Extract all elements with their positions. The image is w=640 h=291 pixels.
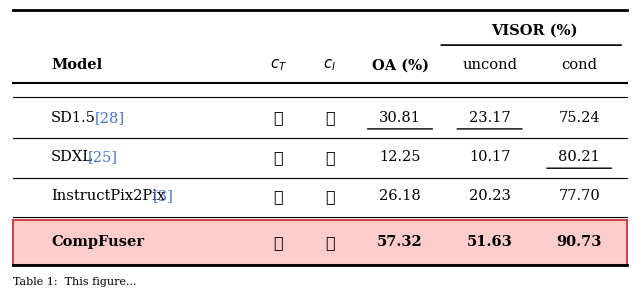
Text: $c_I$: $c_I$ xyxy=(323,58,336,73)
Text: 80.21: 80.21 xyxy=(558,150,600,164)
Text: 77.70: 77.70 xyxy=(558,189,600,203)
Text: CompFuser: CompFuser xyxy=(51,235,145,249)
Text: 10.17: 10.17 xyxy=(469,150,510,164)
Text: 20.23: 20.23 xyxy=(468,189,511,203)
Text: 26.18: 26.18 xyxy=(379,189,421,203)
Text: ✓: ✓ xyxy=(273,234,284,251)
Text: OA (%): OA (%) xyxy=(371,58,429,72)
Text: 75.24: 75.24 xyxy=(558,111,600,125)
Text: $c_T$: $c_T$ xyxy=(270,58,287,73)
Text: [3]: [3] xyxy=(152,189,173,203)
Text: InstructPix2Pix: InstructPix2Pix xyxy=(51,189,165,203)
Text: cond: cond xyxy=(561,58,597,72)
Text: ✓: ✓ xyxy=(324,188,335,205)
Text: ✓: ✓ xyxy=(324,149,335,166)
Text: uncond: uncond xyxy=(462,58,517,72)
Text: 57.32: 57.32 xyxy=(377,235,423,249)
Text: ✓: ✓ xyxy=(273,109,284,126)
Text: 90.73: 90.73 xyxy=(557,235,602,249)
Text: ✓: ✓ xyxy=(324,109,335,126)
Text: Table 1:  This figure...: Table 1: This figure... xyxy=(13,277,136,287)
Text: 30.81: 30.81 xyxy=(379,111,421,125)
FancyBboxPatch shape xyxy=(13,220,627,265)
Text: ✓: ✓ xyxy=(324,234,335,251)
Text: SD1.5: SD1.5 xyxy=(51,111,96,125)
Text: 23.17: 23.17 xyxy=(468,111,511,125)
Text: SDXL: SDXL xyxy=(51,150,93,164)
Text: [28]: [28] xyxy=(95,111,125,125)
Text: ✓: ✓ xyxy=(273,149,284,166)
Text: 12.25: 12.25 xyxy=(380,150,420,164)
Text: [25]: [25] xyxy=(88,150,118,164)
Text: ✓: ✓ xyxy=(273,188,284,205)
Text: VISOR (%): VISOR (%) xyxy=(491,24,578,38)
Text: 51.63: 51.63 xyxy=(467,235,513,249)
Text: Model: Model xyxy=(51,58,102,72)
